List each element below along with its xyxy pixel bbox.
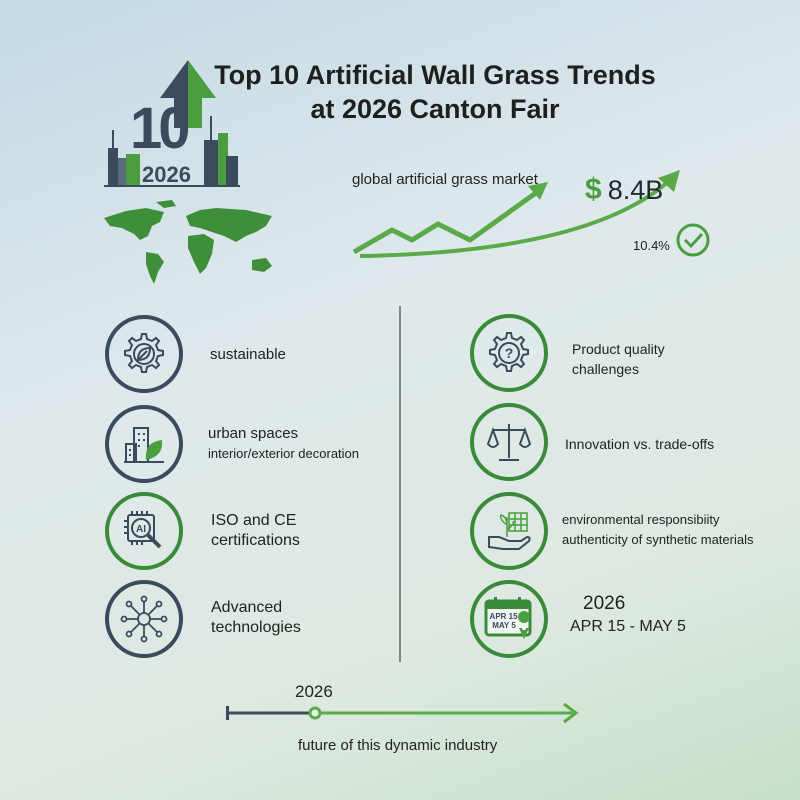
world-map-icon	[104, 200, 272, 284]
timeline-year: 2026	[295, 682, 333, 701]
svg-text:APR 15 -: APR 15 -	[490, 612, 523, 621]
dollar-icon: $	[585, 173, 602, 206]
building-leaf-icon	[105, 405, 183, 483]
svg-text:MAY 5: MAY 5	[492, 621, 516, 630]
market-value: $8.4B	[585, 173, 663, 207]
timeline-marker-icon	[308, 706, 322, 720]
check-circle-icon	[676, 223, 710, 257]
timeline-arrow	[226, 702, 579, 724]
right-item-2: Innovation vs. trade-offs	[565, 436, 715, 452]
calendar-pin-icon: APR 15 - MAY 5	[470, 580, 548, 658]
right-item-4: 2026 APR 15 - MAY 5	[570, 593, 686, 635]
arrow-head-icon	[528, 182, 548, 200]
arrow-head-icon	[658, 170, 680, 192]
column-divider	[399, 306, 401, 662]
right-item-1: Product quality challenges	[572, 341, 665, 377]
growth-rate: 10.4%	[633, 238, 670, 253]
scale-icon	[470, 403, 548, 481]
chip-magnifier-icon: AI	[105, 492, 183, 570]
left-item-3: ISO and CE certifications	[211, 512, 300, 549]
logo: 10 2026	[100, 58, 240, 188]
gear-question-icon: ?	[470, 314, 548, 392]
left-item-2: urban spaces interior/exterior decoratio…	[208, 425, 360, 461]
logo-year: 2026	[142, 162, 191, 187]
city-arrow-logo-icon	[104, 60, 240, 187]
gear-leaf-icon	[105, 315, 183, 393]
left-item-1: sustainable	[210, 346, 286, 363]
svg-text:?: ?	[505, 345, 514, 361]
svg-text:AI: AI	[136, 524, 146, 535]
logo-number: 10	[130, 96, 190, 161]
title-line-2: at 2026 Canton Fair	[310, 94, 560, 124]
left-item-4: Advanced technologies	[211, 599, 301, 636]
growth-chart	[352, 170, 710, 258]
network-icon	[105, 580, 183, 658]
arrow-right-icon	[563, 702, 579, 724]
page-title: Top 10 Artificial Wall Grass Trends at 2…	[200, 58, 670, 126]
title-line-1: Top 10 Artificial Wall Grass Trends	[214, 60, 656, 90]
world-map	[96, 196, 286, 286]
hand-plant-icon	[470, 492, 548, 570]
timeline-caption: future of this dynamic industry	[298, 737, 498, 754]
right-item-3: environmental responsibiity authenticity…	[562, 512, 754, 547]
market-label: global artificial grass market	[352, 171, 538, 188]
market-value-text: 8.4B	[607, 175, 664, 205]
